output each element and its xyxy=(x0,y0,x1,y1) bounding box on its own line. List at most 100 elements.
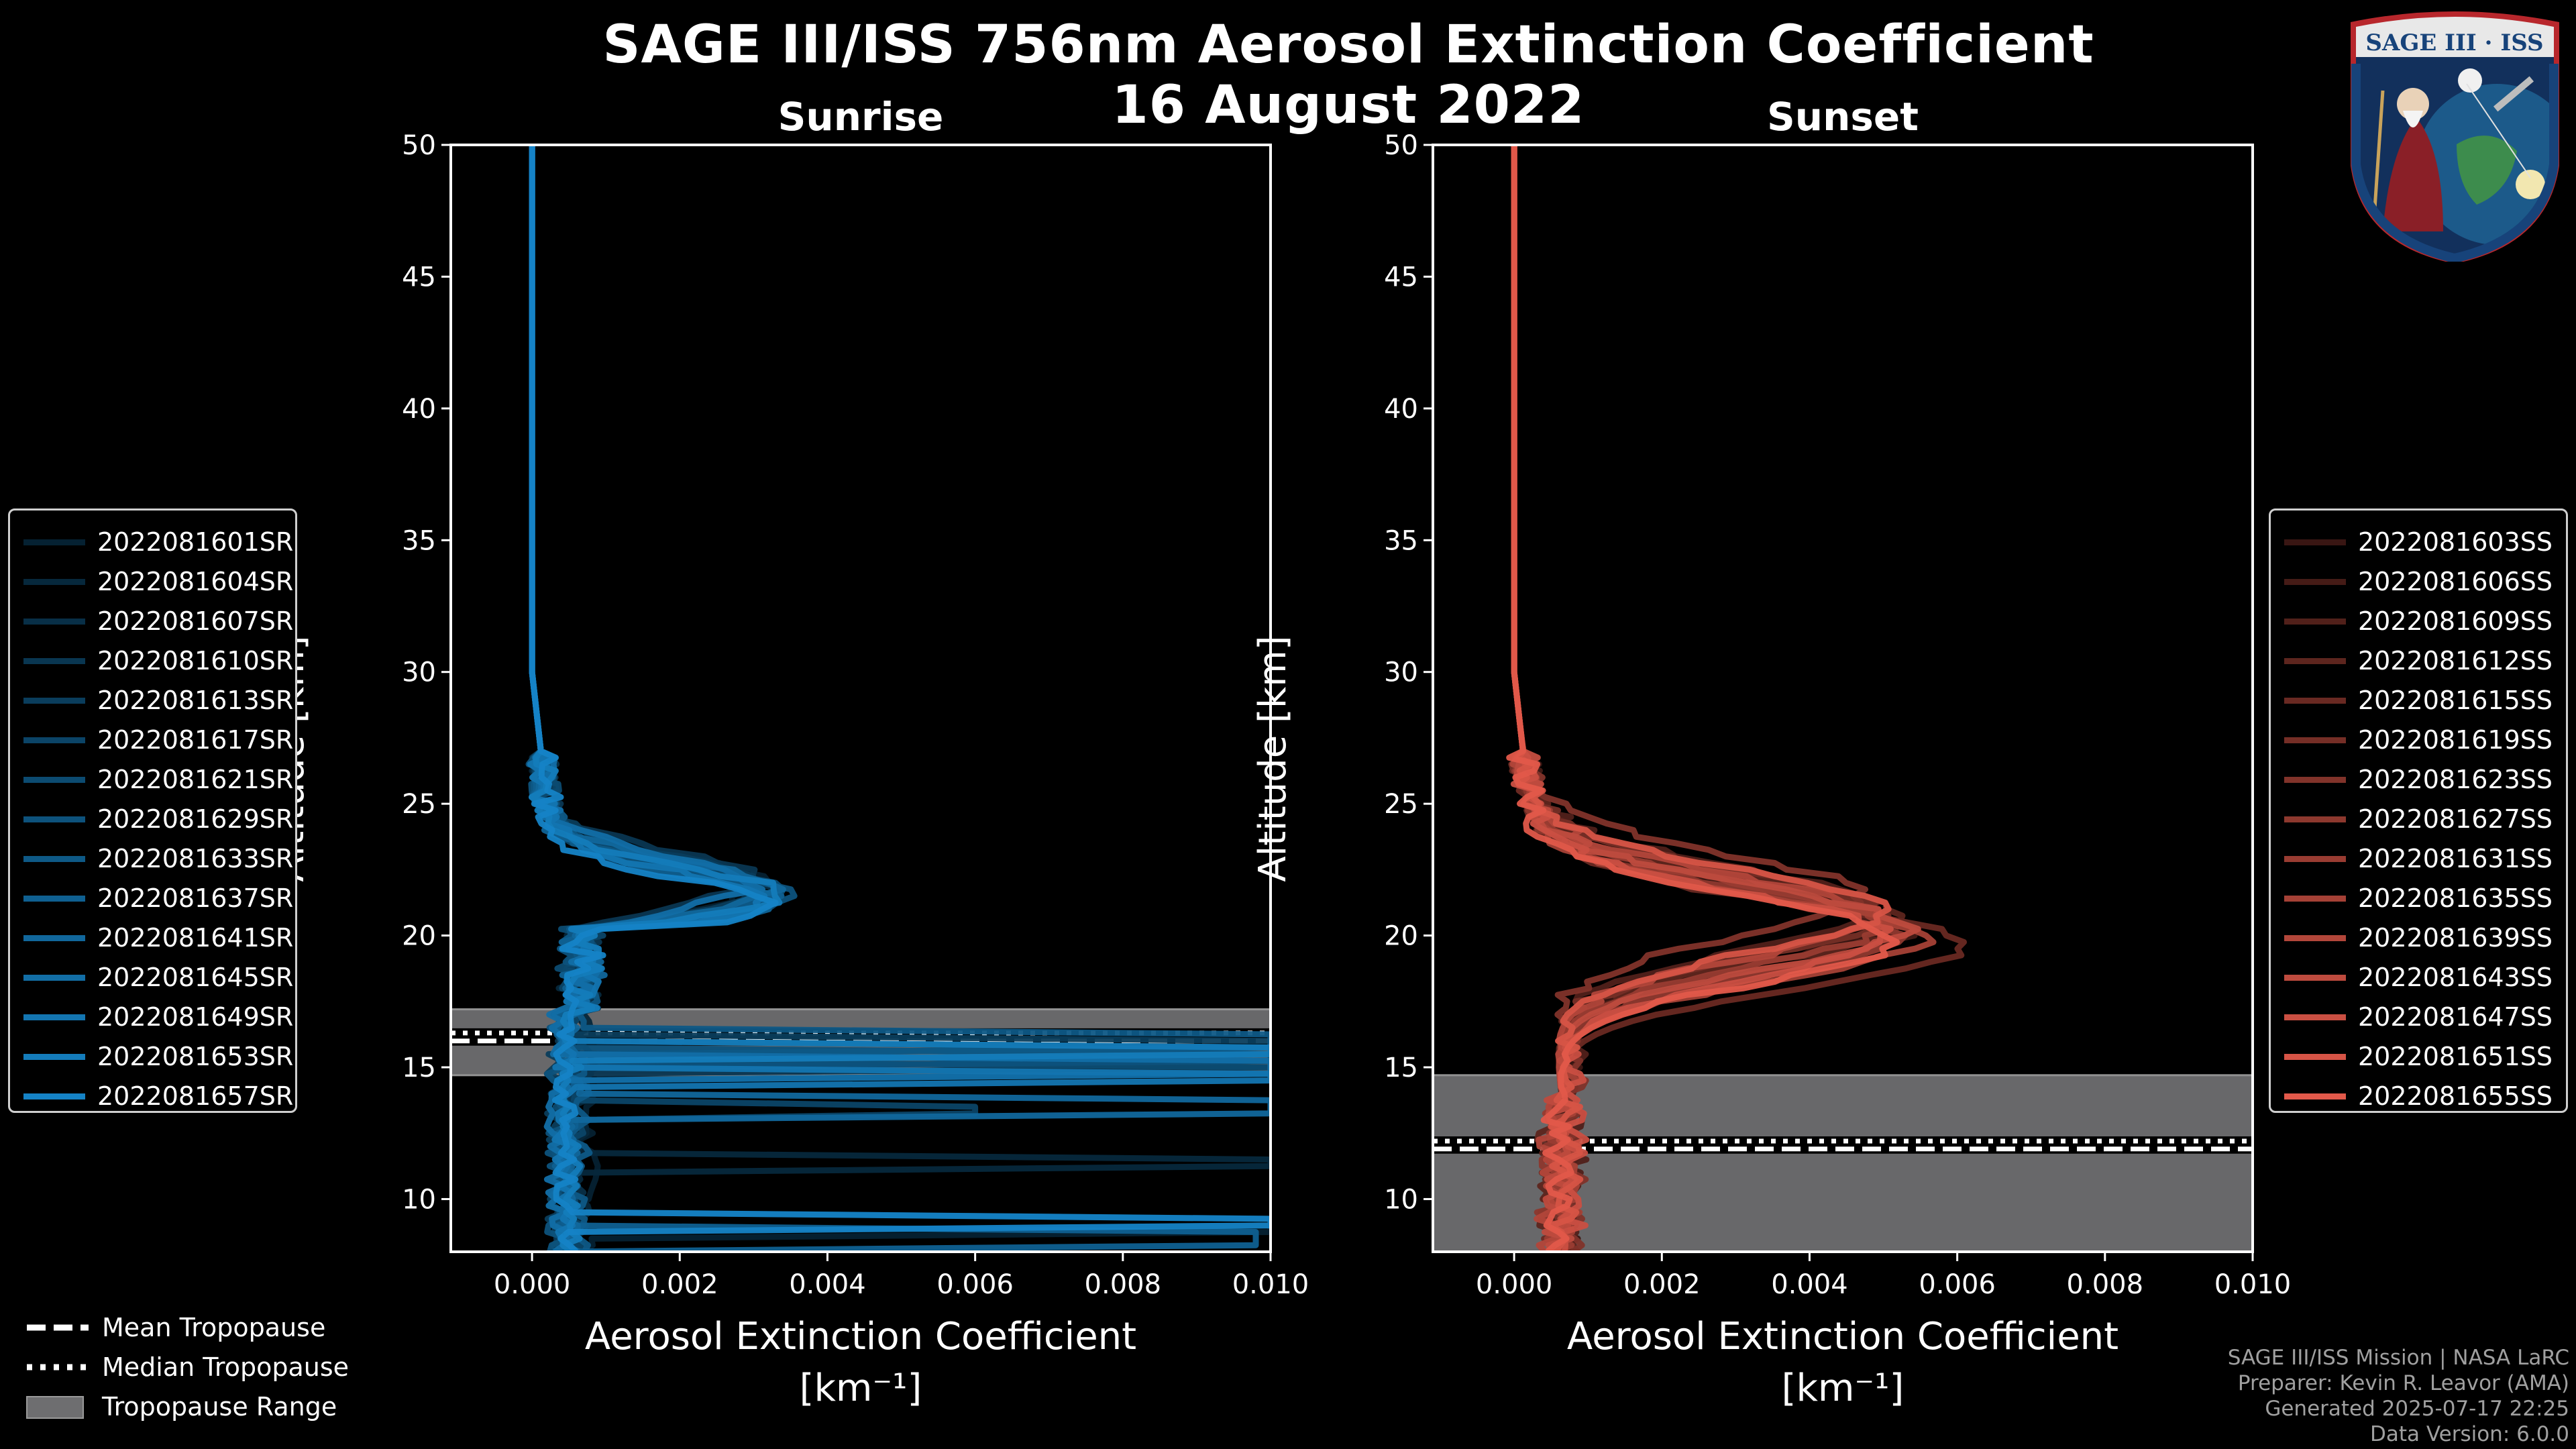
credits: SAGE III/ISS Mission | NASA LaRC Prepare… xyxy=(2228,1345,2569,1447)
legend-swatch xyxy=(23,698,85,704)
legend-label: 2022081601SR xyxy=(97,527,294,557)
plot-area xyxy=(1433,145,2253,1252)
legend-label: 2022081612SS xyxy=(2358,646,2553,676)
legend-swatch xyxy=(23,658,85,664)
legend-label: 2022081623SS xyxy=(2358,765,2553,794)
figure-date: 16 August 2022 xyxy=(1112,75,1585,136)
panel-sunset: 10 15 20 25 30 35 40 45 50 0.000 0.002 0.004 0.006 0.… xyxy=(1251,94,2291,1410)
legend-swatch xyxy=(23,777,85,783)
legend-label: 2022081645SR xyxy=(97,963,294,992)
plot-frame xyxy=(449,144,1272,1253)
svg-text:SAGE III · ISS: SAGE III · ISS xyxy=(2365,30,2543,56)
legend-label: 2022081655SS xyxy=(2358,1081,2553,1111)
legend-label: 2022081609SS xyxy=(2358,606,2553,636)
y-tick-label: 40 xyxy=(1384,394,1418,425)
x-tick-label: 0.002 xyxy=(641,1269,718,1300)
y-tick-label: 15 xyxy=(402,1053,436,1083)
y-tick-label: 25 xyxy=(1384,789,1418,820)
legend-swatch xyxy=(23,539,85,545)
x-tick-label: 0.008 xyxy=(1085,1269,1162,1300)
series-line-2022081655SS xyxy=(1506,145,1900,1252)
legend-swatch xyxy=(23,1093,85,1099)
legend-label: 2022081607SR xyxy=(97,606,294,636)
legend-label: 2022081629SR xyxy=(97,804,294,834)
legend-range-label: Tropopause Range xyxy=(102,1392,337,1421)
legend-swatch xyxy=(2284,698,2346,704)
legend-swatch xyxy=(23,579,85,585)
legend-label: 2022081641SR xyxy=(97,923,294,953)
legend-swatch xyxy=(2284,1054,2346,1060)
sunrise-legend: 2022081601SR 2022081604SR 2022081607SR 2022… xyxy=(8,508,297,1113)
legend-swatch xyxy=(2284,737,2346,743)
series-line-2022081657SR xyxy=(529,145,1271,1252)
legend-label: 2022081610SR xyxy=(97,646,294,676)
series-line-2022081649SR xyxy=(527,145,1271,1252)
legend-label: 2022081619SS xyxy=(2358,725,2553,755)
legend-swatch xyxy=(2284,539,2346,545)
y-tick-label: 35 xyxy=(402,525,436,556)
legend-swatch xyxy=(2284,856,2346,862)
legend-swatch xyxy=(2284,1014,2346,1020)
y-tick-label: 45 xyxy=(402,262,436,292)
x-tick-label: 0.004 xyxy=(789,1269,866,1300)
x-axis-units: [km⁻¹] xyxy=(800,1366,922,1410)
legend-label: 2022081653SR xyxy=(97,1042,294,1071)
legend-swatch xyxy=(2284,896,2346,902)
y-tick-label: 35 xyxy=(1384,525,1418,556)
y-tick-label: 50 xyxy=(402,130,436,161)
y-tick-label: 15 xyxy=(1384,1053,1418,1083)
credits-mission: SAGE III/ISS Mission | NASA LaRC xyxy=(2227,1346,2569,1370)
legend-label: 2022081617SR xyxy=(97,725,294,755)
y-tick-label: 30 xyxy=(402,657,436,688)
plot-area xyxy=(451,145,1271,1252)
legend-label: 2022081613SR xyxy=(97,686,294,715)
x-tick-label: 0.000 xyxy=(494,1269,571,1300)
y-tick-label: 10 xyxy=(402,1184,436,1215)
legend-swatch xyxy=(2284,975,2346,981)
legend-swatch xyxy=(2284,777,2346,783)
legend-label: 2022081635SS xyxy=(2358,883,2553,913)
y-tick-label: 50 xyxy=(1384,130,1418,161)
tropopause-legend: Mean Tropopause Median Tropopause Tropop… xyxy=(20,1308,396,1429)
legend-swatch xyxy=(23,737,85,743)
panel-title: Sunrise xyxy=(778,94,944,140)
y-tick-label: 25 xyxy=(402,789,436,820)
legend-label: 2022081651SS xyxy=(2358,1042,2553,1071)
sage-iii-iss-logo: SAGE III · ISS xyxy=(2351,11,2559,262)
legend-swatch xyxy=(23,856,85,862)
legend-label: 2022081657SR xyxy=(97,1081,294,1111)
legend-label: 2022081639SS xyxy=(2358,923,2553,953)
x-tick-label: 0.006 xyxy=(936,1269,1014,1300)
y-tick-label: 10 xyxy=(1384,1184,1418,1215)
x-tick-label: 0.010 xyxy=(1232,1269,1309,1300)
legend-label: 2022081604SR xyxy=(97,567,294,596)
x-tick-label: 0.002 xyxy=(1623,1269,1701,1300)
legend-median-label: Median Tropopause xyxy=(102,1352,349,1382)
legend-label: 2022081643SS xyxy=(2358,963,2553,992)
legend-swatch xyxy=(23,1054,85,1060)
sunset-legend: 2022081603SS 2022081606SS 2022081609SS 2022… xyxy=(2269,508,2568,1113)
legend-label: 2022081621SR xyxy=(97,765,294,794)
x-tick-label: 0.008 xyxy=(2067,1269,2144,1300)
legend-label: 2022081603SS xyxy=(2358,527,2553,557)
legend-label: 2022081627SS xyxy=(2358,804,2553,834)
legend-label: 2022081647SS xyxy=(2358,1002,2553,1032)
x-tick-label: 0.000 xyxy=(1476,1269,1553,1300)
legend-swatch xyxy=(2284,658,2346,664)
credits-preparer: Preparer: Kevin R. Leavor (AMA) xyxy=(2237,1371,2569,1395)
legend-mean-label: Mean Tropopause xyxy=(102,1313,326,1342)
legend-label: 2022081606SS xyxy=(2358,567,2553,596)
credits-version: Data Version: 6.0.0 xyxy=(2369,1422,2569,1446)
y-tick-label: 20 xyxy=(1384,921,1418,952)
x-tick-label: 0.006 xyxy=(1919,1269,1996,1300)
legend-label: 2022081649SR xyxy=(97,1002,294,1032)
y-tick-label: 45 xyxy=(1384,262,1418,292)
y-tick-label: 30 xyxy=(1384,657,1418,688)
legend-swatch xyxy=(23,975,85,981)
y-tick-label: 20 xyxy=(402,921,436,952)
legend-swatch xyxy=(2284,935,2346,941)
x-axis-label: Aerosol Extinction Coefficient xyxy=(1567,1315,2118,1358)
plot-frame xyxy=(1432,144,2254,1253)
legend-swatch xyxy=(2284,619,2346,625)
